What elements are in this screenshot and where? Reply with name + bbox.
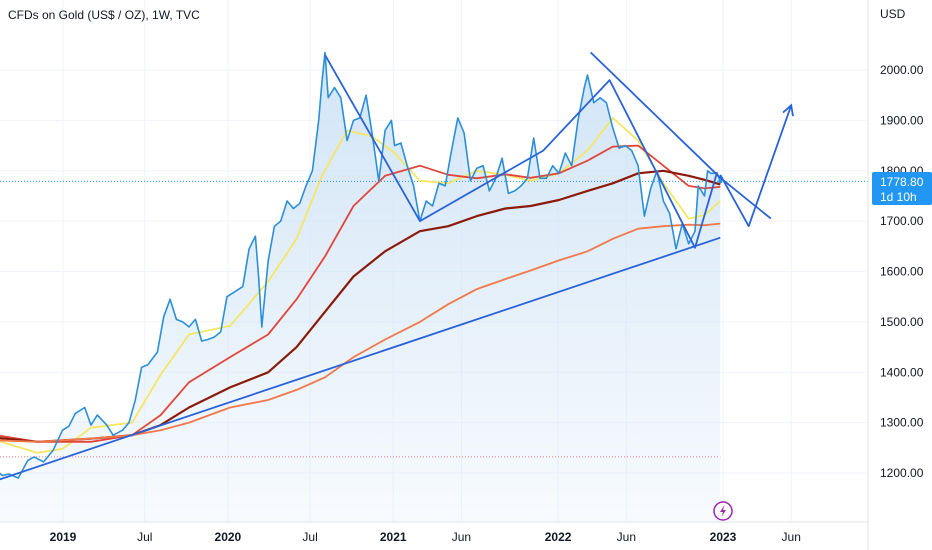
symbol-title[interactable]: CFDs on Gold (US$ / OZ), 1W, TVC <box>8 8 200 22</box>
y-tick-label: 1500.00 <box>880 315 924 329</box>
x-tick-label: 2022 <box>545 530 572 544</box>
ma-orange-line <box>0 222 721 443</box>
x-tick-label: Jul <box>302 530 317 544</box>
projection-arrowhead <box>782 103 794 117</box>
descending-channel[interactable] <box>589 51 772 220</box>
y-tick-label: 1400.00 <box>880 365 924 379</box>
trendline-drawings[interactable] <box>0 51 794 481</box>
currency-label: USD <box>880 7 906 21</box>
price-area-fill <box>0 52 868 522</box>
last-price-tag: 1778.80 1d 10h <box>872 172 932 205</box>
left-zigzag[interactable] <box>324 54 718 249</box>
projection[interactable] <box>719 105 793 228</box>
y-tick-label: 1600.00 <box>880 265 924 279</box>
last-price-value: 1778.80 <box>880 175 924 189</box>
price-line <box>0 51 722 479</box>
y-tick-label: 2000.00 <box>880 63 924 77</box>
y-tick-label: 1200.00 <box>880 466 924 480</box>
x-tick-label: 2019 <box>50 530 77 544</box>
y-tick-label: 1300.00 <box>880 416 924 430</box>
support-trendline[interactable] <box>0 236 721 481</box>
y-tick-label: 1700.00 <box>880 214 924 228</box>
bar-countdown: 1d 10h <box>880 190 917 204</box>
ma-red-line <box>0 144 721 443</box>
last-price-dot <box>718 179 723 184</box>
price-area <box>0 52 721 522</box>
x-tick-label: 2023 <box>710 530 737 544</box>
lightning-icon[interactable] <box>713 501 733 521</box>
x-tick-label: Jun <box>452 530 471 544</box>
x-tick-label: Jul <box>137 530 152 544</box>
x-tick-label: Jun <box>782 530 801 544</box>
y-tick-label: 1900.00 <box>880 113 924 127</box>
price-line-layer <box>0 51 723 479</box>
ma-yellow-line <box>0 117 721 454</box>
x-tick-label: Jun <box>617 530 636 544</box>
x-tick-label: 2020 <box>215 530 242 544</box>
x-tick-label: 2021 <box>380 530 407 544</box>
